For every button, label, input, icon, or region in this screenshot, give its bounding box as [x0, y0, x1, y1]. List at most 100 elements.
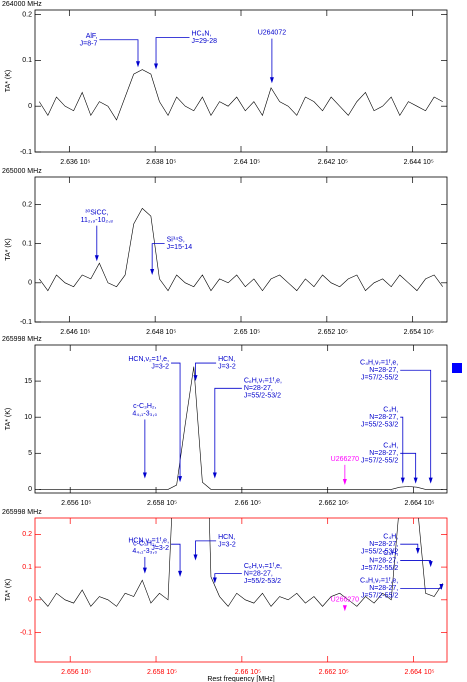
x-tick-label: 2.658 10⁵ [147, 669, 177, 676]
annotation-text: ³⁰SiCC, [85, 208, 108, 216]
annotation-text: C₆H,ν₇=1ᶠ,e, [244, 378, 282, 385]
annotation-text: HC₅N, [192, 31, 212, 38]
annotation-arrow [155, 37, 190, 66]
annotation-text: U264072 [258, 30, 287, 37]
annotation-text: J=3-2 [151, 545, 169, 552]
x-tick-label: 2.646 10⁵ [60, 329, 90, 336]
x-axis-title: Rest frequency [MHz] [207, 676, 274, 682]
annotation-text: J=3-2 [218, 364, 236, 371]
annotation-text: C₄H, [383, 443, 398, 450]
y-tick-label: 0.1 [22, 57, 32, 64]
spectrum [39, 366, 443, 490]
arrow-head [136, 61, 140, 68]
annotation-text: C₄H,ν₇=1ᶠ,e, [360, 360, 398, 367]
x-tick-label: 2.662 10⁵ [319, 669, 349, 676]
annotation-text: J=29-28 [192, 38, 218, 45]
arrow-head [142, 472, 147, 479]
annotation-text: J=57/2-55/2 [361, 458, 398, 465]
annotation-text: HCN,ν₂=1ᶠ,e, [128, 356, 169, 363]
annotation-arrow [400, 416, 404, 480]
x-tick-label: 2.648 10⁵ [146, 329, 176, 336]
annotation-text: J=8-7 [80, 40, 98, 47]
y-tick-label: -0.1 [20, 149, 32, 156]
annotation-arrow [171, 543, 181, 573]
x-tick-label: 2.66 10⁵ [235, 500, 261, 507]
x-tick-label: 2.656 10⁵ [61, 500, 91, 507]
y-tick-label: -0.1 [20, 319, 32, 326]
x-tick-label: 2.664 10⁵ [404, 500, 434, 507]
arrow-head [269, 77, 274, 84]
y-axis-title: TA* (K) [5, 70, 12, 92]
x-tick-label: 2.656 10⁵ [61, 669, 91, 676]
annotation-text: U266270 [331, 597, 360, 604]
y-axis-title: TA* (K) [5, 408, 12, 430]
y-axis-title: TA* (K) [5, 238, 12, 260]
panel-label: 265998 MHz [2, 509, 42, 516]
plot-frame [34, 517, 448, 663]
y-tick-label: 0.1 [22, 240, 32, 247]
panel-label: 265998 MHz [2, 336, 42, 343]
annotation-text: C₄H, [383, 534, 398, 541]
panel-label: 265000 MHz [2, 168, 42, 175]
x-tick-label: 2.662 10⁵ [319, 500, 349, 507]
annotation-arrow [99, 39, 139, 64]
arrow-head [415, 548, 420, 554]
arrow-head [178, 476, 183, 483]
annotation-text: HCN,ν₂=1ᶠ,e, [128, 537, 169, 544]
annotation-text: U266270 [331, 456, 360, 463]
arrow-head [428, 477, 433, 484]
x-tick-label: 2.664 10⁵ [404, 669, 434, 676]
x-tick-label: 2.66 10⁵ [235, 669, 261, 676]
annotation-text: J=3-2 [218, 542, 236, 549]
x-tick-label: 2.642 10⁵ [318, 159, 348, 166]
annotation-text: N=28-27, [369, 585, 398, 592]
annotation-text: N=28-27, [244, 385, 273, 392]
annotation-text: J=55/2-53/2 [244, 578, 281, 585]
arrow-head [413, 477, 418, 484]
annotation-text: c-C₃H₂, [133, 541, 157, 548]
y-tick-label: 0 [28, 103, 32, 110]
x-tick-label: 2.64 10⁵ [234, 159, 260, 166]
annotation-text: N=28-27, [369, 557, 398, 564]
annotation-text: HCN, [218, 534, 235, 541]
arrow-head [154, 63, 159, 70]
annotation-text: HCN, [218, 356, 235, 363]
annotation-arrow [214, 387, 242, 475]
annotation-text: N=28-27, [244, 570, 273, 577]
x-tick-label: 2.652 10⁵ [318, 329, 348, 336]
annotation-text: J=3-2 [151, 364, 169, 371]
annotation-arrow [195, 362, 217, 378]
spectrum [39, 518, 443, 607]
y-axis-title: TA* (K) [5, 579, 12, 601]
y-tick-label: 0 [28, 486, 32, 493]
spectrum [39, 69, 443, 121]
y-tick-label: 10 [24, 414, 32, 421]
annotation-arrow [400, 586, 442, 589]
y-tick-label: 0.2 [22, 11, 32, 18]
arrow-head [439, 584, 444, 590]
arrow-head [342, 479, 347, 486]
x-tick-label: 2.654 10⁵ [404, 329, 434, 336]
annotation-text: J=55/2-53/2 [361, 549, 398, 556]
annotation-arrow [214, 573, 242, 580]
annotation-text: J=55/2-53/2 [244, 393, 281, 400]
y-tick-label: 0.2 [22, 531, 32, 538]
arrow-head [193, 375, 198, 382]
x-tick-label: 2.644 10⁵ [404, 159, 434, 166]
annotation-text: J=15-14 [167, 244, 193, 251]
marker-square [452, 363, 462, 373]
annotation-text: c-C₃H₂, [133, 403, 157, 410]
annotation-text: Si³⁴S, [167, 237, 185, 244]
annotation-text: 4₄,₁-3₃,₀ [132, 411, 157, 418]
annotation-arrow [400, 543, 419, 550]
annotation-text: N=28-27, [369, 414, 398, 421]
annotation-text: N=28-27, [369, 541, 398, 548]
annotation-text: C₄H,ν₇=1ᶠ,e, [360, 578, 398, 585]
annotation-text: J=57/2-55/2 [361, 593, 398, 600]
y-tick-label: 0 [28, 597, 32, 604]
arrow-head [428, 561, 433, 568]
annotation-text: 11₂,₉-10₂,₈ [81, 217, 113, 224]
annotation-text: C₄H, [383, 407, 398, 414]
annotation-text: N=28-27, [369, 450, 398, 457]
